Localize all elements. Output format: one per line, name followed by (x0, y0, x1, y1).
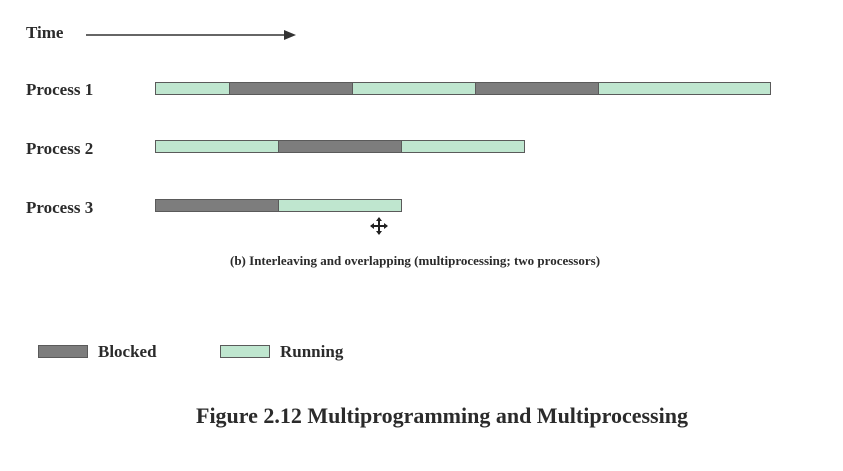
process-1-running-segment-5 (599, 82, 771, 95)
process-1-running-segment-1 (155, 82, 230, 95)
process-3-timeline (155, 199, 402, 212)
figure-caption: Figure 2.12 Multiprogramming and Multipr… (196, 403, 688, 429)
process-1-running-segment-3 (353, 82, 476, 95)
legend-blocked-label: Blocked (98, 342, 157, 362)
process-1-timeline (155, 82, 771, 95)
process-2-timeline (155, 140, 525, 153)
process-3-label: Process 3 (26, 198, 93, 218)
process-2-running-segment-3 (402, 140, 525, 153)
move-cursor-icon (370, 217, 388, 235)
legend-running-label: Running (280, 342, 343, 362)
process-2-label: Process 2 (26, 139, 93, 159)
process-1-blocked-segment-4 (476, 82, 599, 95)
subcaption: (b) Interleaving and overlapping (multip… (230, 253, 600, 269)
time-axis-label: Time (26, 23, 63, 43)
process-1-label: Process 1 (26, 80, 93, 100)
time-arrow (84, 27, 300, 43)
legend-blocked-swatch (38, 345, 88, 358)
process-2-running-segment-1 (155, 140, 279, 153)
process-3-running-segment-2 (279, 199, 402, 212)
process-3-blocked-segment-1 (155, 199, 279, 212)
process-2-blocked-segment-2 (279, 140, 402, 153)
process-1-blocked-segment-2 (230, 82, 353, 95)
legend-running-swatch (220, 345, 270, 358)
